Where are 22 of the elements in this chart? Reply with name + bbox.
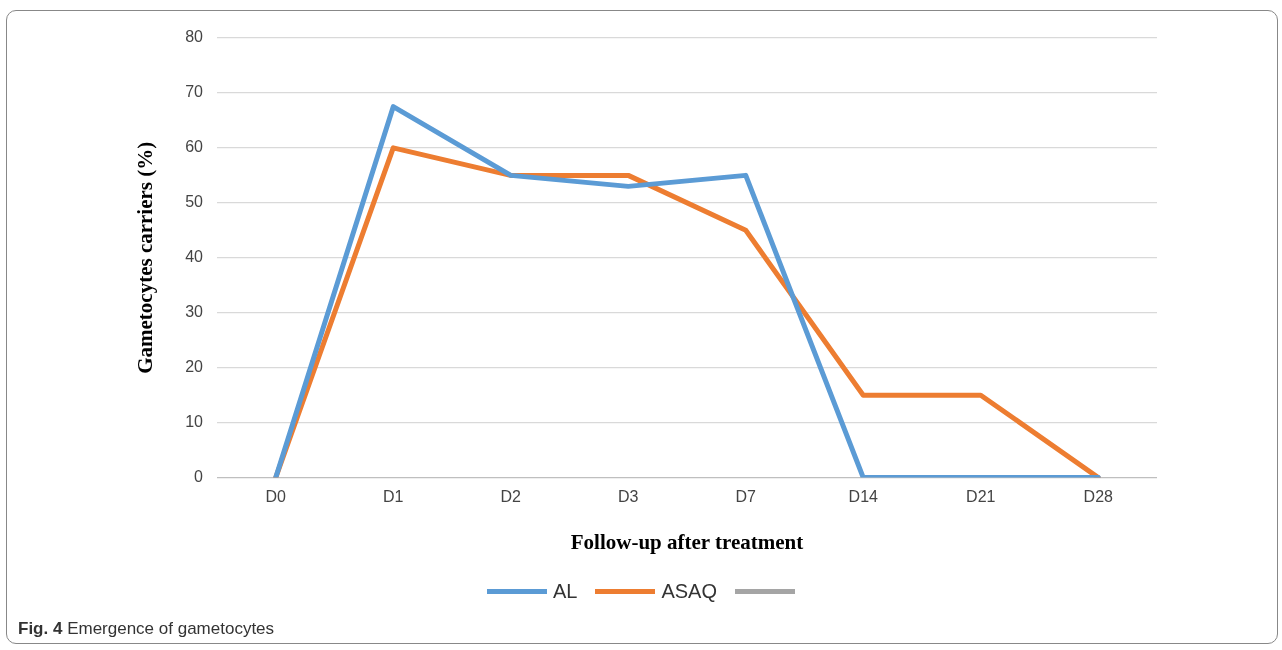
- y-tick-label: 80: [185, 28, 204, 46]
- x-tick-label: D3: [618, 487, 639, 505]
- x-axis-title: Follow-up after treatment: [570, 529, 804, 554]
- y-tick-label: 50: [185, 193, 204, 211]
- y-tick-label: 10: [185, 413, 204, 431]
- y-tick-label: 30: [185, 303, 204, 321]
- x-tick-label: D0: [265, 487, 287, 505]
- y-tick-label: 70: [185, 83, 204, 101]
- x-tick-label: D28: [1083, 487, 1114, 505]
- x-tick-label: D1: [383, 487, 404, 505]
- y-tick-label: 40: [185, 248, 204, 266]
- y-tick-label: 60: [185, 138, 204, 156]
- legend-label: AL: [552, 580, 578, 603]
- x-tick-label: D21: [966, 487, 996, 505]
- y-axis-title: Gametocytes carriers (%): [133, 141, 158, 374]
- y-tick-label: 20: [185, 358, 204, 376]
- x-tick-label: D2: [500, 487, 522, 505]
- x-tick-label: D14: [848, 487, 879, 505]
- y-tick-label: 0: [194, 468, 204, 486]
- legend-label: ASAQ: [661, 580, 718, 603]
- x-tick-label: D7: [735, 487, 757, 505]
- caption: Fig. 4 Emergence of gametocytes: [18, 619, 275, 639]
